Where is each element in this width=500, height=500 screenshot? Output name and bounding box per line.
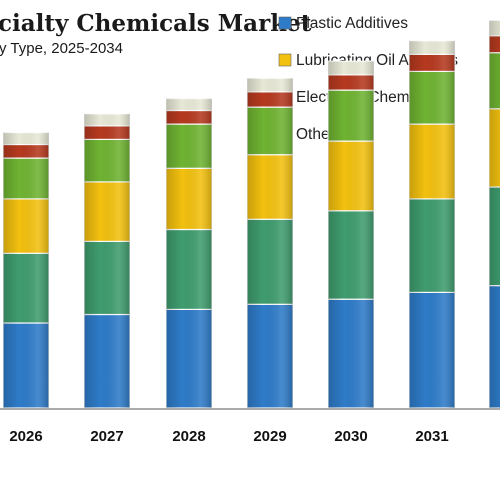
x-tick-label: 2028: [172, 428, 205, 445]
x-tick-label: 2026: [9, 428, 42, 445]
x-tick-label: 2030: [334, 428, 367, 445]
bar-shading-2030: [328, 61, 374, 408]
bar-shading-2026: [3, 132, 49, 408]
x-tick-label: 2029: [253, 428, 286, 445]
chart-subtitle: y Type, 2025-2034: [0, 40, 123, 57]
x-tick-label: 2031: [415, 428, 448, 445]
bar-shading-2: [489, 20, 500, 409]
bar-shading-2028: [166, 98, 212, 408]
legend-swatch-plastic-additives: [278, 16, 292, 30]
legend-label: Plastic Additives: [296, 15, 408, 32]
x-tick-label: 2027: [90, 428, 123, 445]
legend-swatch-lubricating-oil-additives: [278, 53, 292, 67]
bar-shading-2029: [247, 78, 293, 408]
x-tick-labels: 2026202720282029203020312: [9, 428, 448, 445]
bar-shading-2031: [409, 40, 455, 409]
chart-title: cialty Chemicals Market: [0, 10, 312, 37]
bar-shading-2027: [84, 113, 130, 409]
bar-group: [2, 19, 500, 409]
